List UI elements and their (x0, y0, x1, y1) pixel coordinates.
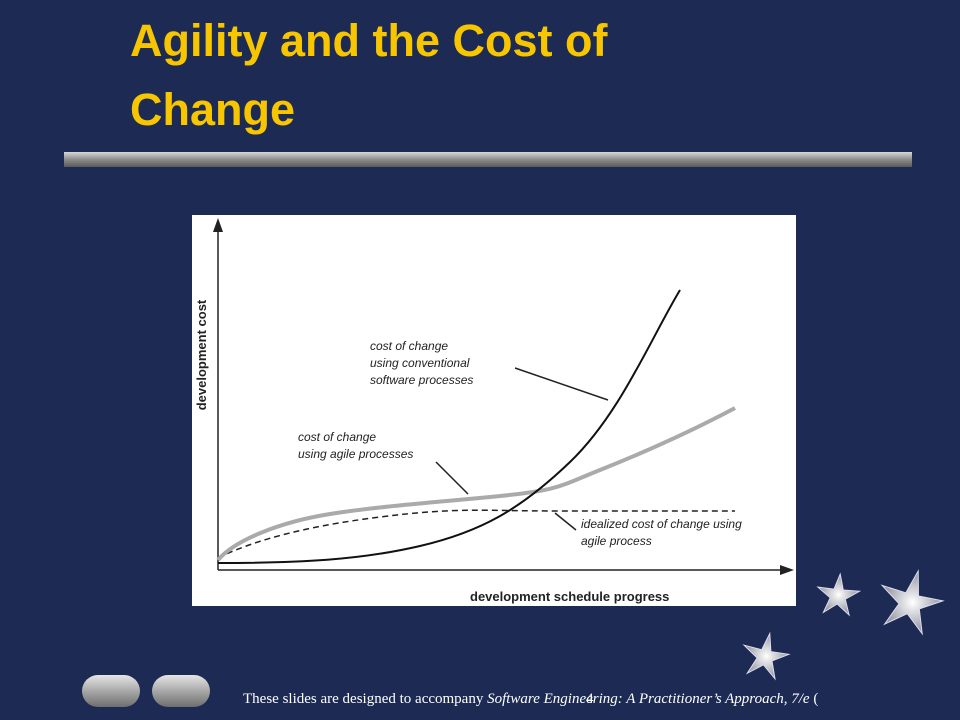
slide-title: Agility and the Cost of Change (130, 15, 609, 135)
title-rule (64, 152, 912, 167)
footer-book: Software Engineering: A Practitioner’s A… (487, 691, 810, 707)
annotation: idealized cost of change using (581, 517, 742, 531)
conventional-curve (217, 289, 681, 564)
star (742, 631, 791, 681)
diagram-frame (192, 215, 796, 606)
diagram (213, 218, 794, 575)
leader-line (514, 367, 609, 401)
title-line: Change (130, 84, 295, 135)
x-arrow (780, 565, 794, 575)
previous-button[interactable] (82, 675, 140, 707)
y-axis-label: development cost (194, 299, 209, 410)
footer: These slides are designed to accompany S… (243, 691, 818, 707)
annotation: agile process (581, 534, 652, 548)
star (816, 572, 862, 617)
idealized-curve (217, 509, 735, 559)
annotation: using conventional (370, 356, 470, 370)
stars (742, 569, 945, 681)
annotation: using agile processes (298, 447, 413, 461)
next-button[interactable] (152, 675, 210, 707)
footer-text: ( (810, 691, 819, 707)
annotations: cost of change using conventional software… (298, 339, 742, 548)
leader-line (435, 461, 469, 495)
footer-text: These slides are designed to accompany (243, 691, 487, 707)
y-arrow (213, 218, 223, 232)
page-number: 4 (586, 691, 594, 707)
annotation: cost of change (370, 339, 448, 353)
x-axis-label: development schedule progress (470, 589, 669, 604)
agile-curve (216, 406, 736, 562)
annotation: cost of change (298, 430, 376, 444)
title-line: Agility and the Cost of (130, 15, 609, 66)
annotation: software processes (370, 373, 473, 387)
leader-line (554, 512, 577, 531)
star (880, 569, 945, 636)
